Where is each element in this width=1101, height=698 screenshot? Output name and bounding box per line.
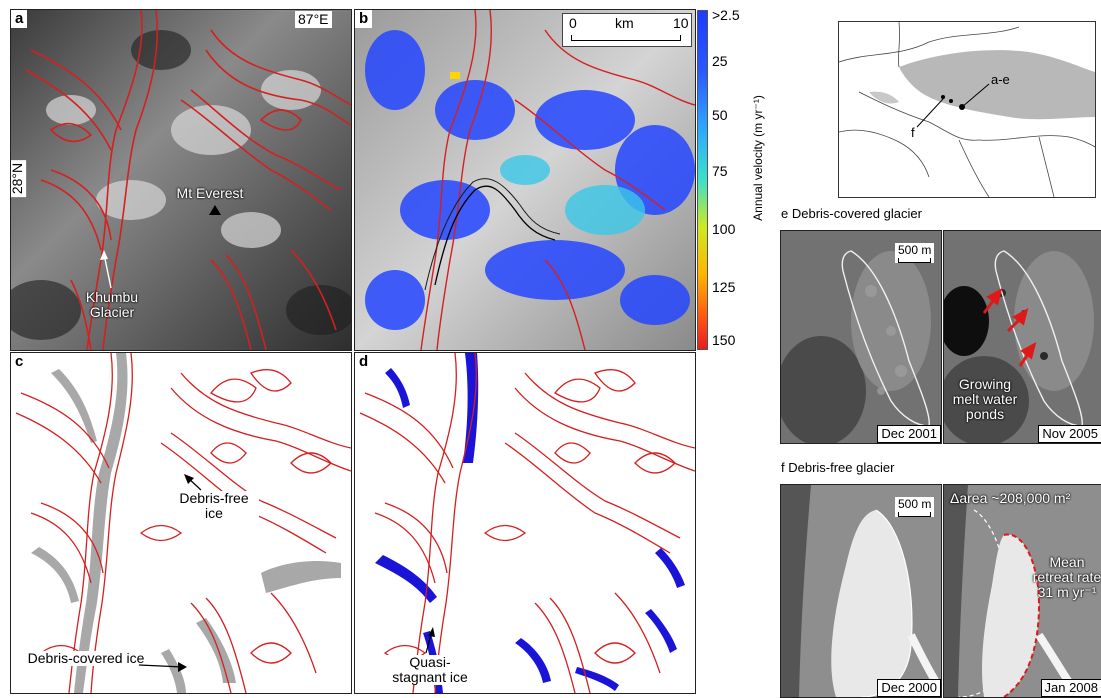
panel-f-date-right: Jan 2008: [1041, 679, 1101, 697]
inset-label-a-e: a-e: [991, 72, 1010, 87]
inset-locator-map: a-e f: [838, 21, 1096, 198]
khumbu-arrow: [11, 10, 351, 350]
colorbar-tick-3: 75: [712, 163, 728, 179]
scale-bar-max: 10: [673, 15, 689, 31]
inset-map-graphic: [839, 22, 1095, 197]
panel-f-title: f Debris-free glacier: [781, 460, 894, 475]
colorbar-tick-2: 50: [712, 107, 728, 123]
panel-c-ice-type-map: c Debris-free ice Debris-covered ice: [10, 352, 352, 694]
panel-c-arrows: [11, 353, 351, 693]
colorbar-axis-label: Annual velocity (m yr⁻¹): [751, 83, 765, 233]
scale-bar-unit: km: [615, 15, 634, 31]
colorbar-tick-5: 125: [712, 279, 735, 295]
panel-b-letter: b: [355, 10, 372, 28]
scale-bar: 0 km 10: [562, 13, 692, 47]
panel-e-date-right: Nov 2005: [1038, 425, 1101, 443]
area-change-label: Δarea ~208,000 m²: [950, 491, 1100, 506]
panel-b-velocity-map: b 0 km 10: [354, 9, 696, 351]
panel-e-scale-label: 500 m: [898, 243, 931, 257]
colorbar-tick-1: 25: [712, 53, 728, 69]
inset-label-f: f: [911, 125, 915, 140]
panel-e-date-left: Dec 2001: [877, 425, 941, 443]
panel-b-map: [355, 10, 695, 350]
velocity-colorbar: [697, 10, 708, 350]
mean-retreat-rate-label: Mean retreat rate 31 m yr⁻¹: [1032, 555, 1101, 600]
panel-e-image-right: Growing melt water ponds Nov 2005: [943, 230, 1101, 444]
panel-e-scale: 500 m: [895, 243, 934, 263]
scale-bar-line: [571, 35, 681, 41]
panel-d-stagnant-ice-map: d Quasi-stagnant ice: [354, 352, 696, 694]
colorbar-tick-6: 150: [712, 332, 735, 348]
panel-f-image-left: 500 m Dec 2000: [780, 484, 942, 698]
panel-f-image-right: Δarea ~208,000 m² Mean retreat rate 31 m…: [943, 484, 1101, 698]
panel-e-image-left: 500 m Dec 2001: [780, 230, 942, 444]
panel-f-date-left: Dec 2000: [877, 679, 941, 697]
melt-water-ponds-label: Growing melt water ponds: [950, 377, 1020, 422]
colorbar-tick-0: >2.5: [712, 7, 740, 23]
panel-f-scale: 500 m: [895, 497, 934, 517]
colorbar-tick-4: 100: [712, 221, 735, 237]
panel-a-satellite-image: a 87°E 28°N Mt Everest Khumbu Glacier: [10, 9, 352, 351]
panel-f-scale-label: 500 m: [898, 497, 931, 511]
panel-e-title: e Debris-covered glacier: [781, 206, 922, 221]
panel-d-arrow: [355, 353, 695, 693]
scale-bar-zero: 0: [569, 15, 577, 31]
